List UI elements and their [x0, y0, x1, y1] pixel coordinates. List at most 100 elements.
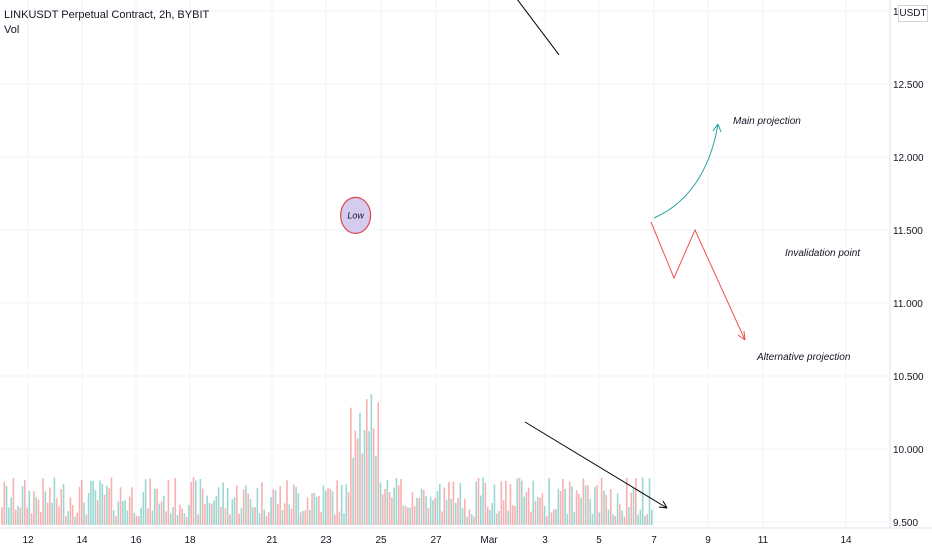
volume-bar: [279, 486, 281, 525]
volume-bar: [309, 509, 311, 525]
volume-bar: [238, 513, 240, 525]
volume-bar: [445, 499, 448, 525]
volume-bar: [302, 511, 304, 525]
volume-bar: [539, 497, 541, 525]
volume-bar: [115, 516, 117, 525]
volume-bar: [30, 513, 33, 525]
volume-bar: [418, 497, 421, 525]
time-tick-label: 21: [266, 535, 278, 546]
volume-bar: [543, 506, 546, 525]
volume-bar: [507, 510, 509, 525]
volume-bar: [188, 504, 190, 525]
price-tick-label: 9.500: [893, 518, 918, 529]
volume-bar: [311, 493, 313, 525]
volume-bar: [293, 484, 295, 525]
volume-bar: [131, 487, 133, 525]
volume-bar: [495, 513, 498, 525]
time-axis: 12 14 16 18 21 23 25 27 Mar 3 5 7 9 11 14: [0, 527, 932, 550]
volume-bars: [1, 394, 653, 525]
volume-bar: [486, 507, 489, 525]
currency-button[interactable]: USDT: [898, 5, 928, 22]
volume-bar: [92, 481, 94, 525]
volume-bar: [172, 507, 174, 525]
volume-bar: [156, 488, 158, 525]
volume-bar: [149, 478, 151, 525]
volume-bar: [65, 516, 67, 525]
volume-bar: [413, 506, 416, 525]
volume-bar: [582, 478, 585, 525]
volume-bar: [477, 477, 480, 525]
volume-bar: [514, 506, 516, 525]
volume-bar: [167, 480, 170, 525]
volume-bar: [571, 486, 573, 525]
volume-bar: [306, 497, 309, 525]
volume-bar: [391, 497, 393, 525]
volume-bar: [409, 507, 411, 525]
volume-bar: [144, 479, 147, 525]
price-tick-label: 12.500: [893, 80, 924, 91]
volume-bar: [81, 479, 83, 525]
volume-bar: [436, 491, 439, 525]
volume-bar: [454, 503, 457, 525]
volume-bar: [591, 513, 594, 525]
time-tick-label: 23: [320, 535, 332, 546]
volume-trend-arrowhead: [658, 500, 668, 509]
volume-bar: [272, 489, 275, 525]
volume-bar: [199, 479, 202, 525]
volume-bar: [96, 500, 99, 525]
volume-bar: [573, 511, 576, 525]
main-projection-arrow: [653, 123, 719, 219]
volume-bar: [532, 480, 535, 525]
volume-bar: [623, 516, 626, 525]
volume-bar: [347, 492, 350, 525]
volume-bar: [122, 501, 124, 525]
volume-bar: [267, 512, 270, 525]
volume-bar: [192, 477, 195, 525]
volume-bar: [651, 509, 653, 525]
main-projection-label: Main projection: [733, 116, 801, 127]
volume-bar: [108, 488, 110, 525]
volume-bar: [1, 507, 3, 525]
volume-bar: [176, 514, 179, 525]
volume-bar: [226, 487, 229, 525]
volume-bar: [603, 490, 605, 525]
volume-bar: [468, 509, 471, 525]
volume-bar: [336, 480, 338, 525]
volume-bar: [236, 485, 238, 525]
volume-bar: [400, 478, 402, 525]
volume-bar: [559, 491, 562, 525]
volume-bar: [489, 510, 491, 525]
volume-bar: [197, 514, 199, 525]
volume-bar: [119, 487, 122, 525]
volume-bar: [534, 500, 537, 525]
price-axis: 9.500 10.000 10.500 11.000 11.500 12.000 12.50…: [889, 0, 932, 530]
volume-bar: [17, 505, 19, 525]
volume-bar: [78, 486, 81, 525]
volume-bar: [163, 495, 165, 525]
volume-bar: [49, 487, 51, 525]
volume-bar: [283, 503, 286, 525]
volume-bar: [210, 503, 213, 525]
volume-bar: [217, 487, 220, 525]
volume-bar: [151, 510, 154, 525]
volume-bar: [438, 483, 441, 525]
volume-bar: [525, 491, 528, 525]
main-projection-arrowhead: [712, 123, 722, 133]
volume-bar: [208, 502, 211, 525]
time-tick-label: Mar: [480, 535, 498, 546]
volume-bar: [432, 500, 434, 525]
volume-bar: [28, 490, 31, 525]
volume-bar: [619, 504, 621, 525]
volume-bar: [117, 501, 120, 525]
volume-bar: [381, 494, 384, 525]
volume-bar: [482, 477, 484, 525]
time-tick-label: 3: [542, 535, 548, 546]
volume-bar: [530, 511, 532, 525]
volume-bar: [320, 512, 322, 525]
volume-bar: [263, 509, 265, 525]
volume-bar: [71, 505, 74, 525]
chart-title: LINKUSDT Perpetual Contract, 2h, BYBIT: [4, 9, 210, 21]
volume-bar: [39, 511, 42, 525]
volume-bar: [632, 488, 635, 525]
